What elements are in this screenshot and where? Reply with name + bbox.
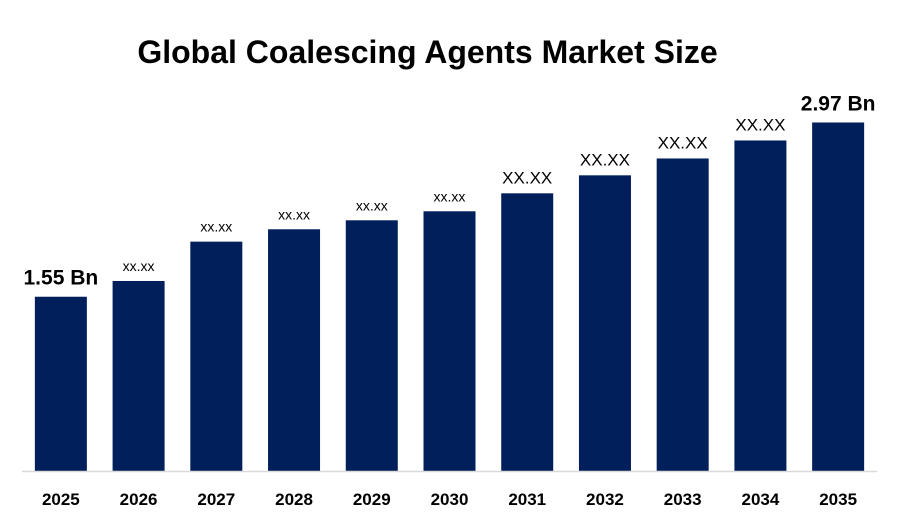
bar-2033 — [656, 158, 709, 471]
data-label-2035: 2.97 Bn — [801, 92, 876, 115]
bar-2026 — [112, 281, 165, 471]
x-tick-label-2035: 2035 — [819, 490, 857, 509]
x-tick-label-2029: 2029 — [353, 490, 391, 509]
x-tick-label-2033: 2033 — [664, 490, 702, 509]
data-label-2028: xx.xx — [278, 206, 310, 222]
x-tick-label-2032: 2032 — [586, 490, 624, 509]
x-tick-label-2031: 2031 — [508, 490, 546, 509]
data-label-2026: xx.xx — [123, 258, 155, 274]
data-label-2025: 1.55 Bn — [24, 267, 99, 290]
bar-2031 — [501, 193, 554, 471]
bar-2035 — [812, 122, 865, 471]
data-label-2034: XX.XX — [735, 115, 785, 134]
bar-2025 — [34, 296, 87, 471]
chart-title: Global Coalescing Agents Market Size — [137, 34, 718, 70]
bar-2029 — [345, 220, 398, 471]
bar-2027 — [190, 241, 243, 471]
data-label-2031: XX.XX — [502, 168, 552, 187]
data-label-2029: xx.xx — [356, 197, 388, 213]
bar-2030 — [423, 211, 476, 472]
data-label-2027: xx.xx — [200, 219, 232, 235]
bar-2032 — [578, 175, 631, 471]
bar-2034 — [734, 140, 787, 472]
x-tick-label-2027: 2027 — [197, 490, 235, 509]
data-label-2033: XX.XX — [658, 133, 708, 152]
x-tick-label-2026: 2026 — [120, 490, 158, 509]
x-tick-label-2030: 2030 — [431, 490, 469, 509]
x-tick-label-2034: 2034 — [741, 490, 779, 509]
x-tick-label-2028: 2028 — [275, 490, 313, 509]
x-tick-label-2025: 2025 — [42, 490, 80, 509]
bar-2028 — [268, 229, 321, 471]
data-label-2032: XX.XX — [580, 150, 630, 169]
data-label-2030: xx.xx — [434, 188, 466, 204]
